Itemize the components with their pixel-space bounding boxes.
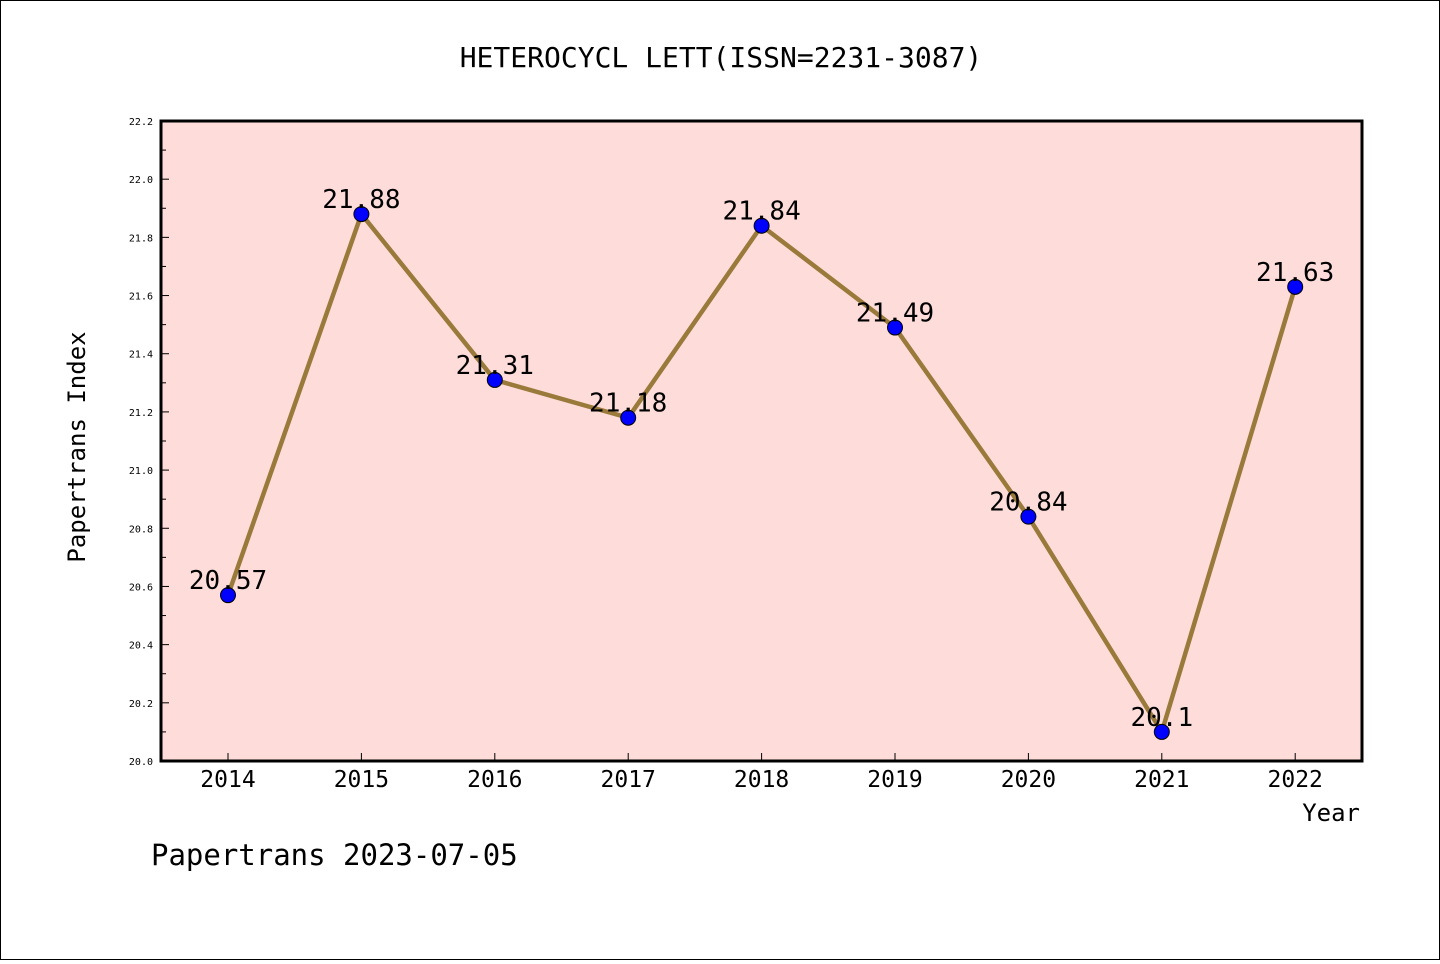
x-tick-label: 2018 [734,767,789,793]
y-tick-label: 21.4 [129,350,153,361]
y-tick-label: 22.0 [129,175,153,186]
y-tick-label: 22.2 [129,117,153,128]
data-point [1287,278,1304,295]
y-tick-label: 21.0 [129,466,153,477]
chart-title: HETEROCYCL LETT(ISSN=2231-3087) [460,41,983,74]
data-point [486,371,503,388]
y-tick-label: 21.2 [129,408,153,419]
data-label: 21.84 [722,197,800,227]
data-point [1020,508,1037,525]
y-tick-label: 20.2 [129,699,153,710]
data-label: 21.31 [456,351,534,381]
y-axis-title: Papertrans Index [63,331,91,562]
data-labels: 20.57 21.88 21.31 21.18 21.84 21.49 20.84 20.1 2… [189,185,1334,733]
data-point [753,217,770,234]
x-tick-label: 2021 [1134,767,1189,793]
y-tick-label: 20.4 [129,641,153,652]
x-tick-label: 2016 [467,767,522,793]
data-point [1153,723,1170,740]
data-label: 20.1 [1130,703,1193,733]
data-label: 21.63 [1256,258,1334,288]
x-axis-title: Year [1302,799,1360,827]
data-point [353,206,370,223]
data-point [220,587,236,604]
data-label: 21.88 [322,185,400,215]
x-axis: 2014 2015 2016 2017 2018 2019 2020 2021 2022 [200,753,1323,793]
footer-text: Papertrans 2023-07-05 [151,838,518,872]
data-label: 20.57 [189,566,267,596]
data-points [220,206,1304,740]
data-label: 21.18 [589,389,667,419]
x-tick-label: 2015 [334,767,389,793]
y-tick-label: 20.0 [129,757,153,768]
data-point [887,319,903,336]
y-tick-label: 20.8 [129,524,153,535]
data-point [620,409,637,426]
x-tick-label: 2014 [200,767,255,793]
y-tick-label: 20.6 [129,582,153,593]
y-tick-label: 21.8 [129,233,153,244]
data-label: 20.84 [989,488,1067,518]
x-tick-label: 2019 [867,767,922,793]
x-tick-label: 2017 [601,767,656,793]
y-tick-label: 21.6 [129,292,153,303]
x-tick-label: 2022 [1268,767,1323,793]
data-label: 21.49 [856,299,934,329]
y-axis: 20.0 20.2 20.4 20.6 20.8 21.0 21.2 21.4 21.6 21.8… [129,117,169,768]
x-tick-label: 2020 [1001,767,1056,793]
